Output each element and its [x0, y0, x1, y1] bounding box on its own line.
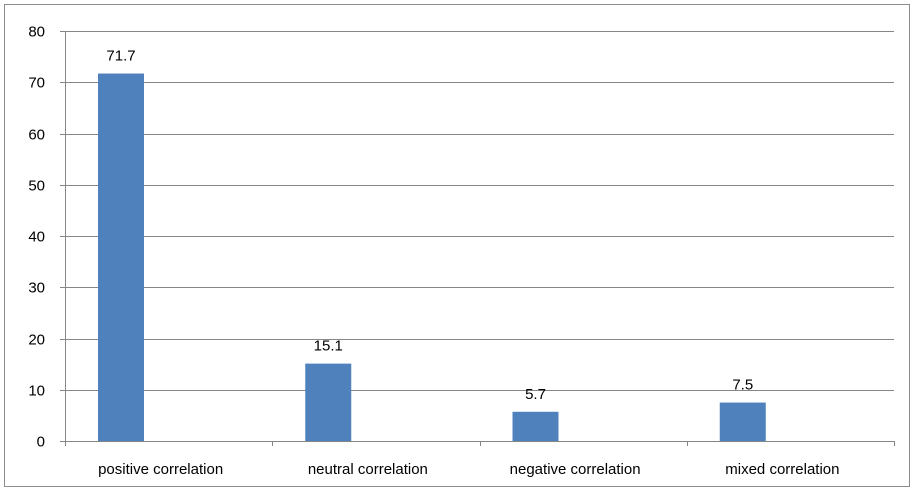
bar	[98, 73, 144, 441]
bar	[305, 363, 352, 441]
y-tick-label: 30	[28, 280, 45, 297]
y-tick-label: 80	[28, 24, 45, 41]
x-tick-label: positive correlation	[98, 461, 223, 478]
y-tick-label: 40	[28, 229, 45, 246]
data-label: 71.7	[106, 48, 135, 65]
y-tick-label: 50	[28, 178, 45, 195]
x-tick-label: neutral correlation	[308, 461, 428, 478]
data-label: 5.7	[525, 386, 546, 403]
x-tick-label: negative correlation	[510, 461, 641, 478]
x-tick-label: mixed correlation	[725, 461, 839, 478]
y-tick-label: 20	[28, 332, 45, 349]
y-tick-label: 10	[28, 383, 45, 400]
x-tick-labels: positive correlation neutral correlation n…	[98, 461, 839, 478]
data-labels: 71.7 15.1 5.7 7.5	[106, 48, 753, 403]
axes	[60, 31, 895, 446]
data-label: 7.5	[732, 377, 753, 394]
y-tick-labels: 0 10 20 30 40 50 60 70 80	[28, 24, 45, 451]
gridlines	[65, 31, 894, 391]
bars	[98, 73, 766, 441]
y-tick-label: 60	[28, 127, 45, 144]
y-tick-label: 70	[28, 75, 45, 92]
data-label: 15.1	[314, 338, 343, 355]
y-tick-label: 0	[37, 434, 45, 451]
bar	[719, 402, 766, 441]
bar	[512, 411, 559, 441]
